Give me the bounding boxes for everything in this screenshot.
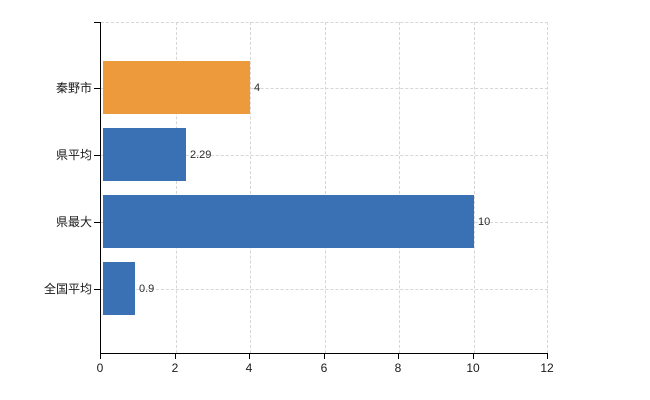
- x-axis-tick: [249, 354, 250, 359]
- x-axis-tick: [100, 354, 101, 359]
- x-axis-label: 12: [540, 361, 554, 375]
- x-axis-label: 8: [394, 361, 402, 375]
- x-axis-line: [100, 353, 548, 354]
- y-axis-tick: [94, 155, 100, 156]
- x-axis-tick: [175, 354, 176, 359]
- x-axis-tick: [324, 354, 325, 359]
- bar-national-average: [103, 262, 135, 315]
- x-axis-label: 10: [466, 361, 480, 375]
- horizontal-gridline: [101, 88, 548, 89]
- vertical-gridline: [399, 22, 400, 353]
- y-axis-label: 県最大: [55, 215, 92, 229]
- bar-hadano-city: [103, 61, 250, 114]
- x-axis-label: 2: [171, 361, 179, 375]
- bar-prefecture-max: [103, 195, 474, 248]
- bar-prefecture-average: [103, 128, 186, 181]
- y-axis-tick: [94, 222, 100, 223]
- vertical-gridline: [474, 22, 475, 353]
- y-axis-tick: [94, 88, 100, 89]
- plot-top-border: [101, 22, 548, 23]
- y-axis-label: 秦野市: [55, 81, 92, 95]
- horizontal-gridline: [101, 289, 548, 290]
- vertical-gridline: [250, 22, 251, 353]
- bar-value-label: 2.29: [190, 149, 212, 161]
- plot-area: 4 2.29 10 0.9: [101, 22, 548, 353]
- x-axis-tick: [547, 354, 548, 359]
- x-axis-tick: [473, 354, 474, 359]
- y-axis-tick: [94, 289, 100, 290]
- vertical-gridline: [176, 22, 177, 353]
- bar-value-label: 10: [478, 216, 491, 228]
- vertical-gridline: [325, 22, 326, 353]
- y-axis-top-tick: [94, 22, 100, 23]
- x-axis-label: 6: [320, 361, 328, 375]
- y-axis-label: 県平均: [55, 148, 92, 162]
- y-axis-label: 全国平均: [43, 282, 92, 296]
- horizontal-gridline: [101, 155, 548, 156]
- bar-value-label: 0.9: [139, 283, 155, 295]
- vertical-gridline: [547, 22, 548, 353]
- bar-value-label: 4: [254, 82, 261, 94]
- y-axis-line: [100, 22, 101, 354]
- x-axis-label: 4: [245, 361, 253, 375]
- x-axis-label: 0: [96, 361, 104, 375]
- x-axis-tick: [398, 354, 399, 359]
